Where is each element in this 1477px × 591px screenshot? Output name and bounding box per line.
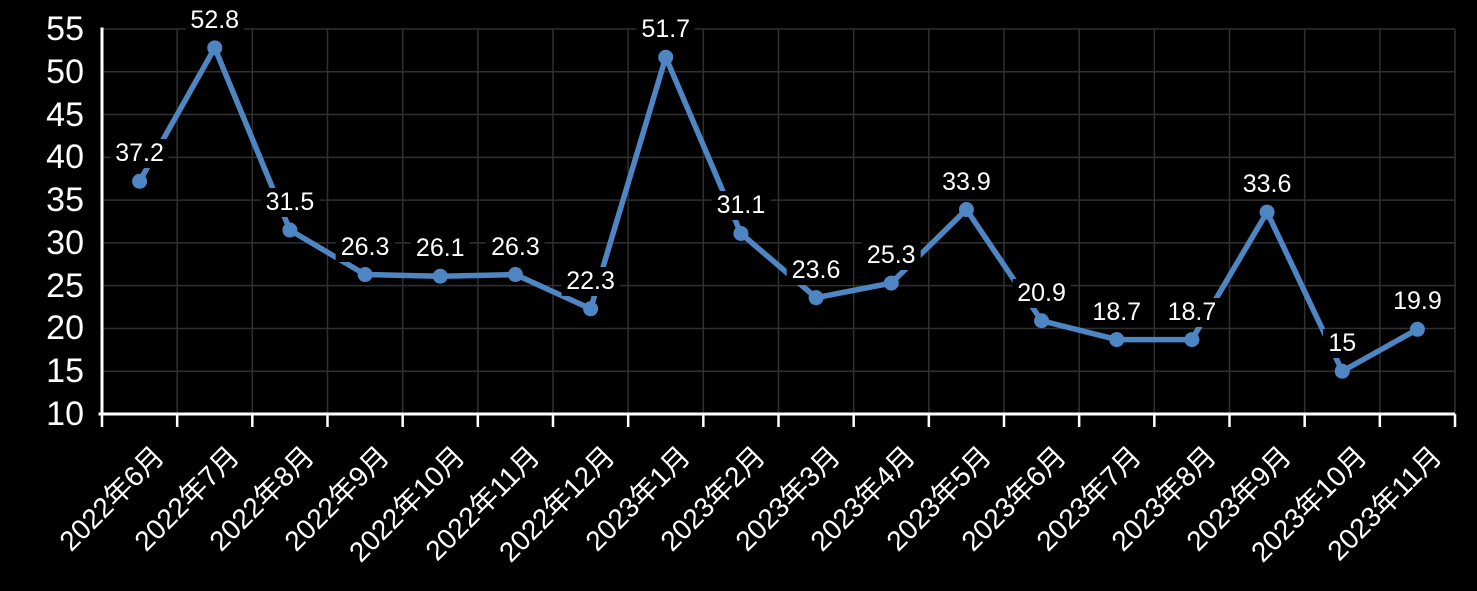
data-point-label: 52.8 xyxy=(185,5,245,35)
data-point-label: 26.1 xyxy=(410,234,470,264)
data-point-marker xyxy=(432,268,448,284)
data-point-label: 23.6 xyxy=(786,255,846,285)
data-point-label: 37.2 xyxy=(110,139,169,169)
data-point-label: 26.3 xyxy=(335,232,395,262)
data-point-label: 26.3 xyxy=(486,232,545,262)
data-point-marker xyxy=(658,49,674,65)
data-point-label: 31.1 xyxy=(711,191,771,221)
data-point-marker xyxy=(132,173,148,189)
data-point-label: 25.3 xyxy=(861,241,921,271)
data-point-label: 19.9 xyxy=(1388,287,1447,317)
data-point-label: 20.9 xyxy=(1012,278,1071,308)
data-point-marker xyxy=(1034,313,1050,329)
data-point-label: 15 xyxy=(1323,329,1362,359)
data-point-marker xyxy=(1259,204,1275,220)
data-point-marker xyxy=(507,267,523,283)
data-point-label: 22.3 xyxy=(561,266,620,296)
y-axis-tick-label: 35 xyxy=(46,181,84,220)
y-axis-tick-label: 20 xyxy=(46,309,84,348)
y-axis-tick-label: 10 xyxy=(46,395,84,433)
data-point-marker xyxy=(808,290,824,306)
data-point-label: 18.7 xyxy=(1087,297,1147,327)
y-axis-tick-label: 30 xyxy=(46,223,84,262)
y-axis-tick-label: 40 xyxy=(46,138,84,177)
data-point-marker xyxy=(207,40,223,56)
data-point-label: 33.6 xyxy=(1237,170,1297,200)
data-point-label: 31.5 xyxy=(260,188,320,218)
data-point-marker xyxy=(1334,363,1350,379)
y-axis-tick-label: 25 xyxy=(46,266,84,305)
data-point-label: 51.7 xyxy=(636,15,696,45)
data-point-marker xyxy=(883,275,899,291)
data-point-marker xyxy=(733,225,749,241)
y-axis-tick-label: 45 xyxy=(46,95,84,134)
data-point-marker xyxy=(1109,332,1125,348)
data-point-label: 18.7 xyxy=(1162,297,1222,327)
data-point-marker xyxy=(1184,332,1200,348)
data-point-label: 33.9 xyxy=(937,167,996,197)
data-point-marker xyxy=(282,222,298,238)
y-axis-tick-label: 55 xyxy=(46,10,84,48)
data-point-marker xyxy=(357,267,373,283)
data-point-marker xyxy=(1409,321,1425,337)
data-point-marker xyxy=(958,202,974,218)
y-axis-tick-label: 50 xyxy=(46,52,84,91)
data-point-marker xyxy=(583,301,599,317)
y-axis-tick-label: 15 xyxy=(46,352,84,391)
